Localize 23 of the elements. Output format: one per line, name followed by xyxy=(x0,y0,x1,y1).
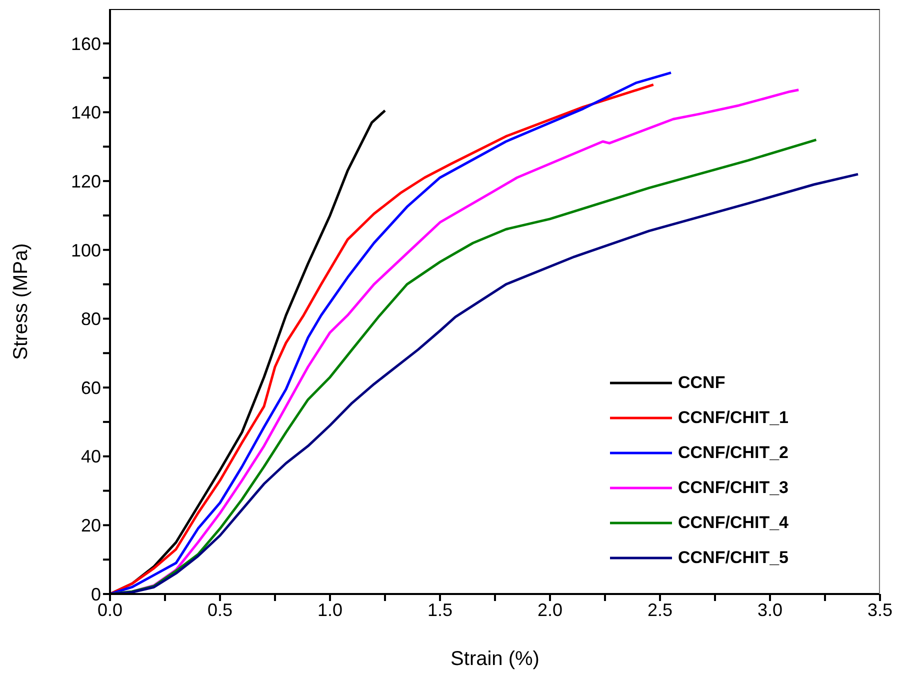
legend-label: CCNF/CHIT_5 xyxy=(678,548,789,568)
legend-label: CCNF/CHIT_1 xyxy=(678,408,789,428)
legend-label: CCNF/CHIT_2 xyxy=(678,442,789,462)
y-tick-label: 160 xyxy=(70,34,101,54)
x-tick-label: 3.5 xyxy=(867,600,893,620)
legend-label: CCNF xyxy=(678,372,726,392)
y-tick-label: 60 xyxy=(80,378,101,398)
legend-label: CCNF/CHIT_3 xyxy=(678,478,789,498)
x-tick-label: 2.5 xyxy=(647,600,673,620)
y-tick-label: 100 xyxy=(70,240,101,260)
y-tick-label: 140 xyxy=(70,102,101,123)
y-axis-title: Stress (MPa) xyxy=(10,243,32,360)
x-tick-label: 1.0 xyxy=(317,600,343,620)
x-tick-label: 2.0 xyxy=(537,600,563,620)
y-tick-label: 40 xyxy=(80,446,101,467)
x-tick-label: 1.5 xyxy=(427,600,453,620)
x-tick-label: 3.0 xyxy=(757,600,783,620)
y-tick-label: 20 xyxy=(80,516,101,536)
y-tick-label: 80 xyxy=(80,309,101,330)
y-tick-label: 120 xyxy=(70,171,101,192)
x-axis-title: Strain (%) xyxy=(450,648,540,670)
x-tick-label: 0.5 xyxy=(207,600,233,620)
legend-label: CCNF/CHIT_4 xyxy=(678,512,789,532)
